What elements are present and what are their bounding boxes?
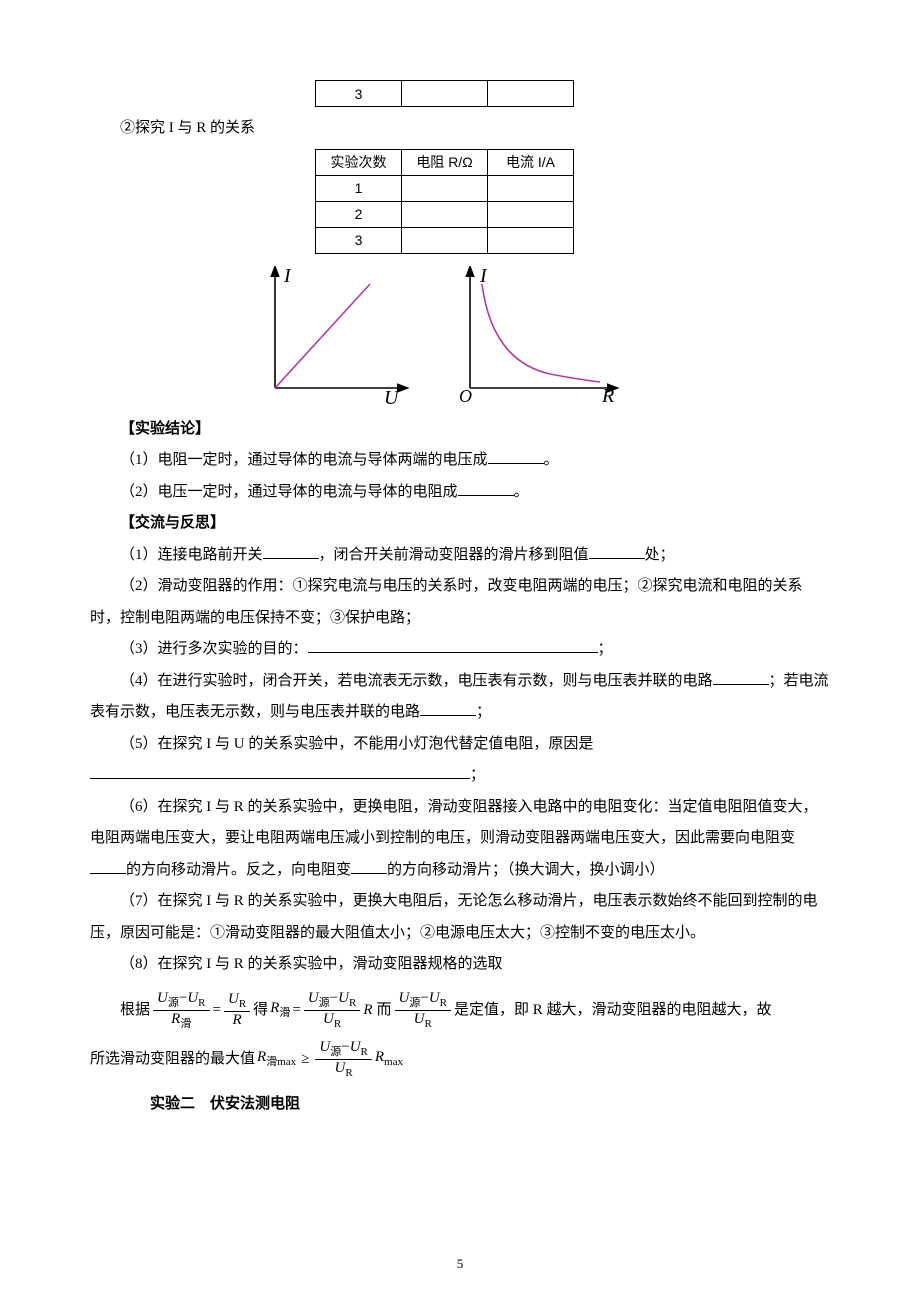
th: 实验次数	[316, 149, 402, 175]
fill-blank	[458, 495, 514, 496]
fill-blank	[488, 463, 544, 464]
formula-line-2: 所选滑动变阻器的最大值 R滑max ≥ U源−UR UR Rmax	[90, 1040, 830, 1079]
section-2-label: ②探究 I 与 R 的关系	[90, 113, 830, 145]
table-row: 3	[316, 227, 574, 253]
table-row: 1	[316, 175, 574, 201]
fraction: U源−UR UR	[304, 991, 361, 1030]
fill-blank	[589, 558, 645, 559]
chart-i-vs-r: I O R	[450, 266, 620, 406]
fill-blank	[420, 715, 476, 716]
table-cell	[488, 81, 574, 107]
curve-line	[482, 284, 600, 382]
fill-blank	[90, 873, 126, 874]
curve-line	[275, 284, 370, 388]
fill-blank	[713, 684, 769, 685]
fraction: UR R	[224, 992, 250, 1028]
table-row: 2	[316, 201, 574, 227]
reflect-3: （3）进行多次实验的目的：；	[90, 634, 830, 666]
y-label: I	[479, 266, 488, 287]
conclusion-1: （1）电阻一定时，通过导体的电流与导体两端的电压成。	[90, 445, 830, 477]
table-cell	[402, 81, 488, 107]
th: 电阻 R/Ω	[402, 149, 488, 175]
fraction: U源−UR R滑	[153, 991, 210, 1030]
fraction: U源−UR UR	[315, 1040, 372, 1079]
reflect-1: （1）连接电路前开关，闭合开关前滑动变阻器的滑片移到阻值处；	[90, 540, 830, 572]
fraction: U源−UR UR	[395, 991, 452, 1030]
reflect-8: （8）在探究 I 与 R 的关系实验中，滑动变阻器规格的选取	[90, 949, 830, 981]
reflect-7: （7）在探究 I 与 R 的关系实验中，更换大电阻后，无论怎么移动滑片，电压表示…	[90, 886, 830, 949]
fill-blank	[351, 873, 387, 874]
y-label: I	[283, 266, 292, 287]
x-label: U	[384, 387, 400, 406]
table-i-r: 实验次数 电阻 R/Ω 电流 I/A 1 2 3	[315, 149, 574, 254]
chart-i-vs-u: I U	[250, 266, 410, 406]
conclusion-2: （2）电压一定时，通过导体的电流与导体的电阻成。	[90, 477, 830, 509]
fill-blank	[90, 778, 470, 779]
reflect-4: （4）在进行实验时，闭合开关，若电流表无示数，电压表有示数，则与电压表并联的电路…	[90, 666, 830, 729]
table-partial-top: 3	[315, 80, 574, 107]
origin-label: O	[459, 386, 472, 406]
fill-blank	[263, 558, 319, 559]
reflect-heading: 【交流与反思】	[90, 508, 830, 540]
th: 电流 I/A	[488, 149, 574, 175]
reflect-2: （2）滑动变阻器的作用：①探究电流与电压的关系时，改变电阻两端的电压；②探究电流…	[90, 571, 830, 634]
table-header-row: 实验次数 电阻 R/Ω 电流 I/A	[316, 149, 574, 175]
reflect-5: （5）在探究 I 与 U 的关系实验中，不能用小灯泡代替定值电阻，原因是	[90, 729, 830, 761]
conclusion-heading: 【实验结论】	[90, 414, 830, 446]
charts-row: I U I O R	[250, 266, 830, 406]
fill-blank	[308, 652, 598, 653]
page-number: 5	[0, 1256, 920, 1272]
formula-line-1: 根据 U源−UR R滑 = UR R 得 R滑 = U源−UR UR R 而 U…	[90, 991, 830, 1030]
experiment-2-title: 实验二 伏安法测电阻	[90, 1089, 830, 1121]
reflect-6: （6）在探究 I 与 R 的关系实验中，更换电阻，滑动变阻器接入电路中的电阻变化…	[90, 792, 830, 887]
reflect-5-blank: ；	[90, 760, 830, 792]
x-label: R	[601, 385, 614, 406]
table-cell: 3	[316, 81, 402, 107]
